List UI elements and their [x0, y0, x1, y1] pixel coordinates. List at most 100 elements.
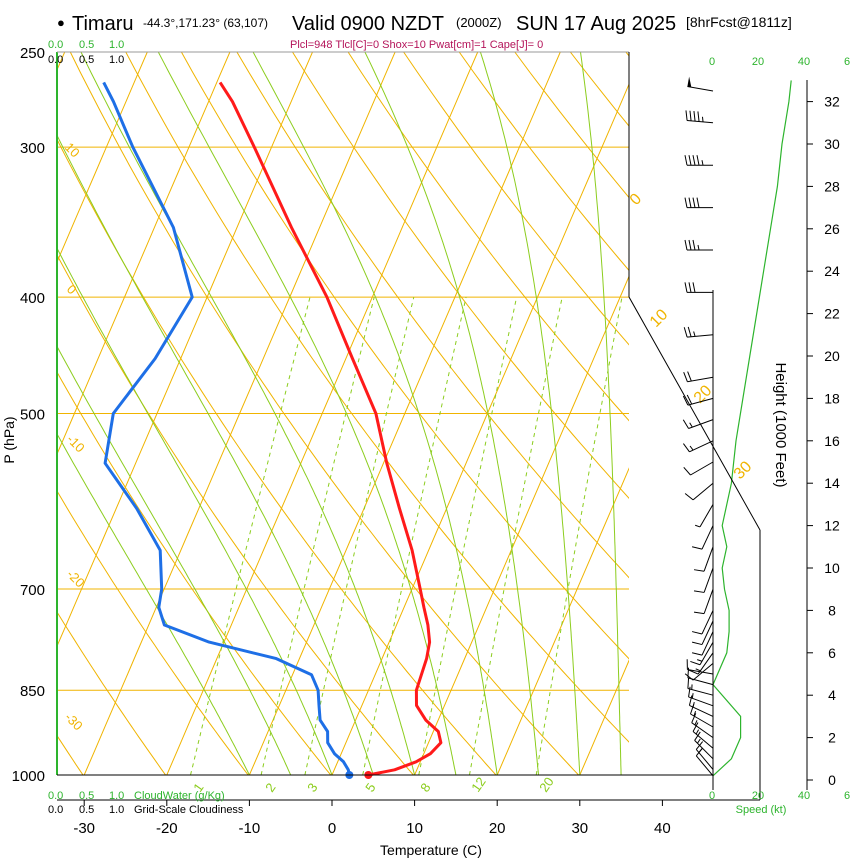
- wind-barb: [683, 461, 714, 476]
- wind-barb-full: [692, 722, 699, 732]
- height-tick-26: 26: [824, 221, 840, 237]
- wind-barb-full: [691, 546, 703, 550]
- wind-barb-full: [688, 669, 699, 675]
- wind-barb-staff: [690, 461, 714, 476]
- wind-barb-full: [686, 394, 693, 405]
- wind-barb: [691, 525, 714, 550]
- wind-barb-full: [697, 111, 700, 122]
- dry-adiabat-373: [458, 52, 629, 272]
- x-tick--10: -10: [239, 820, 261, 837]
- bottom-green-2: 1.0: [109, 790, 124, 802]
- speed-bottom-3: 6: [844, 790, 850, 802]
- wind-barb-half: [695, 668, 701, 672]
- wind-barb-staff: [687, 334, 714, 338]
- wind-barb: [691, 713, 714, 739]
- mixing-ratio-label-6: 20: [536, 774, 557, 794]
- moist-adiabat-5: [57, 134, 374, 775]
- wind-barb-staff: [689, 704, 714, 717]
- utc-time: (2000Z): [456, 15, 502, 30]
- wind-barb-staff: [694, 740, 714, 760]
- mixing-ratio-3: [304, 296, 415, 775]
- wind-barb-full: [688, 695, 693, 706]
- dry-adiabat-303: [69, 52, 579, 775]
- wind-barb-full: [685, 110, 688, 121]
- wind-barb-full: [683, 372, 688, 382]
- dry-adiabat-253: [57, 611, 167, 775]
- wind-barb-staff: [692, 482, 714, 501]
- speed-top-2: 40: [798, 56, 810, 68]
- wind-barb-half: [692, 702, 695, 708]
- wind-barb-full: [684, 493, 694, 501]
- wind-barb: [684, 282, 713, 293]
- height-tick-20: 20: [824, 348, 840, 364]
- wind-barb-full: [691, 631, 703, 635]
- p-tick-250: 250: [20, 45, 45, 62]
- x-tick-0: 0: [328, 820, 336, 837]
- wind-barb: [682, 394, 714, 406]
- wind-speed-line: [712, 80, 792, 777]
- wind-barb-staff: [691, 722, 714, 739]
- wind-barb-full: [687, 326, 692, 337]
- wind-barb: [691, 610, 714, 635]
- wind-barb-staff: [701, 631, 714, 656]
- dry-adiabat-283: [57, 253, 414, 775]
- moist-adiabat-25: [364, 52, 539, 775]
- p-tick-700: 700: [20, 582, 45, 599]
- wind-barb-full: [692, 282, 696, 293]
- wind-barb-staff: [687, 85, 714, 92]
- bottom-scales: 0.0 0.5 1.0 CloudWater (g/Kg) 0.0 0.5 1.…: [48, 790, 244, 816]
- bottom-black-2: 1.0: [109, 804, 124, 816]
- wind-barb-staff: [695, 755, 714, 777]
- wind-barb-full: [688, 197, 692, 208]
- dewpoint-line: [102, 81, 351, 776]
- wind-barb-full: [690, 660, 701, 666]
- wind-barb-full: [684, 673, 694, 681]
- wind-barb-staff: [695, 749, 714, 770]
- wind-barb: [691, 620, 714, 646]
- wind-barb-half: [701, 116, 704, 122]
- speed-axis-label: Speed (kt): [736, 804, 787, 816]
- height-tick-24: 24: [824, 263, 840, 279]
- p-tick-300: 300: [20, 140, 45, 157]
- p-tick-400: 400: [20, 290, 45, 307]
- wind-barb-staff: [699, 504, 714, 528]
- forecast-tag: [8hrFcst@1811z]: [686, 14, 792, 30]
- p-tick-500: 500: [20, 407, 45, 424]
- wind-barb-half: [695, 524, 701, 528]
- wind-barb-half: [689, 422, 693, 428]
- dry-adiabat-333: [236, 52, 629, 579]
- p-tick-1000: 1000: [12, 768, 45, 785]
- wind-barb-full: [683, 327, 688, 338]
- height-tick-6: 6: [828, 645, 836, 661]
- wind-barb: [693, 546, 714, 572]
- mixing-ratio-label-5: 12: [468, 774, 489, 794]
- wind-barb-full: [696, 197, 700, 208]
- moist-adiabat--5: [57, 345, 292, 775]
- wind-barb-staff: [699, 641, 714, 665]
- x-tick-40: 40: [654, 820, 671, 837]
- wind-barb-half: [697, 244, 700, 251]
- moist-adiabat--10: [57, 432, 250, 775]
- wind-barb-full: [693, 569, 705, 572]
- top-black-0: 0.0: [48, 54, 63, 66]
- height-tick-16: 16: [824, 433, 840, 449]
- wind-barb-staff: [697, 652, 714, 675]
- wind-barb-full: [693, 111, 696, 122]
- wind-barb: [690, 641, 714, 666]
- wind-barb-full: [682, 443, 690, 453]
- station-name: Timaru: [72, 13, 133, 35]
- bottom-black-1: 0.5: [79, 804, 94, 816]
- bottom-green-0: 0.0: [48, 790, 63, 802]
- wind-barb-full: [694, 731, 701, 741]
- top-green-1: 0.5: [79, 39, 94, 51]
- dry-adiabat-313: [125, 52, 629, 743]
- cloudwater-label: CloudWater (g/Kg): [134, 790, 225, 802]
- profile-layer: [102, 81, 443, 779]
- wind-barb-full: [684, 197, 688, 208]
- wind-barb: [693, 589, 714, 615]
- wind-barb-full: [691, 652, 703, 656]
- moist-adiabat-15: [157, 52, 457, 775]
- axes: 250 300 400 500 700 850 1000 -30 -20 -10 0 10 20 30 40: [12, 45, 761, 837]
- y-axis-title: P (hPa): [1, 416, 17, 463]
- wind-barb: [685, 110, 714, 124]
